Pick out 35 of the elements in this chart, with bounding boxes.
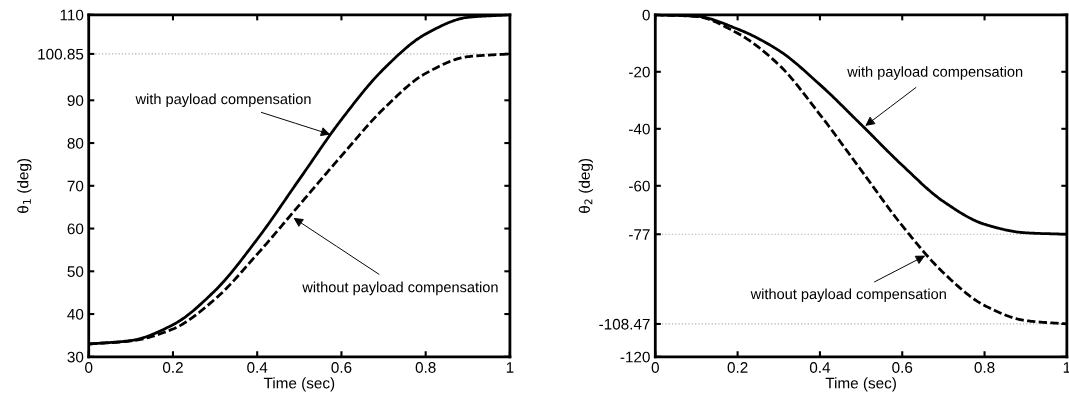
x-tick-label: 0.8: [415, 362, 436, 373]
annotation: without payload compensation: [302, 281, 498, 296]
x-axis-title: Time (sec): [263, 377, 335, 392]
x-tick-label: 1: [506, 362, 514, 373]
x-tick-label: 0.2: [162, 362, 183, 373]
y-tick-label: -20: [629, 66, 650, 78]
y-tick-label: -108.47: [599, 318, 650, 330]
y-tick-label: 40: [67, 308, 84, 320]
annotation: with payload compensation: [847, 66, 1023, 80]
y-tick-label: 100.85: [38, 48, 84, 60]
y-tick-label: 50: [67, 266, 84, 277]
x-tick-label: 0: [85, 362, 93, 373]
annotation: without payload compensation: [750, 288, 946, 303]
x-axis-title: Time (sec): [825, 377, 896, 392]
x-tick-label: 0.6: [892, 362, 913, 373]
x-tick-label: 0.8: [974, 362, 995, 373]
x-tick-label: 0: [651, 362, 659, 373]
y-tick-label: 80: [67, 137, 84, 149]
y-tick-label: 0: [642, 9, 650, 21]
annotation: with payload compensation: [135, 93, 311, 108]
y-axis-title: θ$_{2}$ (deg): [578, 158, 593, 213]
x-tick-label: 0.4: [247, 362, 268, 373]
y-tick-label: 110: [60, 9, 84, 21]
y-tick-label: 70: [67, 180, 84, 192]
y-tick-label: -120: [620, 351, 650, 363]
y-tick-label: -40: [629, 123, 650, 135]
y-tick-label: -60: [629, 180, 650, 192]
x-tick-label: 0.4: [809, 362, 831, 373]
x-tick-label: 0.2: [727, 362, 748, 373]
y-axis-title: θ$_{1}$ (deg): [17, 158, 32, 213]
y-tick-label: 60: [67, 223, 84, 235]
y-tick-label: 30: [67, 351, 84, 363]
x-tick-label: 0.6: [331, 362, 352, 373]
y-tick-label: 90: [67, 95, 84, 106]
y-tick-label: -77: [629, 229, 650, 240]
